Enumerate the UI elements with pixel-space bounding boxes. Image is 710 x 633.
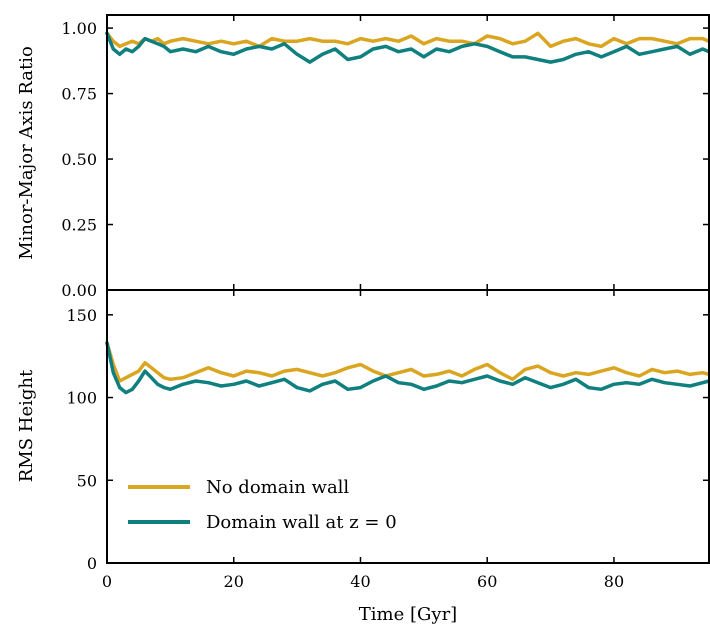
top-y-axis-title: Minor-Major Axis Ratio: [16, 46, 37, 260]
x-tick-label: 40: [350, 572, 370, 591]
y-tick-label: 0.50: [61, 150, 97, 169]
series-line-1-1: [105, 341, 710, 395]
x-axis-title: Time [Gyr]: [359, 604, 457, 625]
x-tick-label: 20: [224, 572, 244, 591]
y-tick-label: 1.00: [61, 19, 97, 38]
series-line-0-0: [105, 31, 710, 49]
series-line-0-1: [105, 31, 710, 64]
bottom-axis-ticks: 0 20 40 60 80 0 50 100 150: [66, 290, 709, 591]
top-plot-frame: [106, 14, 710, 291]
y-tick-label: 0.25: [61, 216, 97, 235]
top-axis-ticks: 0.00 0.25 0.50 0.75 1.00: [61, 15, 709, 300]
x-tick-label: 0: [102, 572, 112, 591]
legend-label-domain-wall: Domain wall at z = 0: [206, 512, 397, 533]
legend: No domain wall Domain wall at z = 0: [128, 477, 397, 533]
bottom-plot-frame: [106, 289, 710, 564]
y-tick-label: 100: [66, 389, 97, 408]
y-tick-label: 0.75: [61, 85, 97, 104]
bottom-series-group: [105, 341, 710, 395]
y-tick-label: 0: [87, 554, 97, 573]
x-tick-label: 80: [604, 572, 624, 591]
bottom-y-axis-title: RMS Height: [16, 369, 37, 482]
top-panel: 0.00 0.25 0.50 0.75 1.00 Minor-Major Axis Ra…: [16, 14, 710, 300]
top-series-group: [105, 31, 710, 64]
legend-label-no-domain-wall: No domain wall: [206, 477, 349, 498]
series-line-1-0: [105, 341, 710, 383]
y-tick-label: 0.00: [61, 281, 97, 300]
y-tick-label: 50: [77, 471, 97, 490]
y-tick-label: 150: [66, 306, 97, 325]
bottom-panel: 0 20 40 60 80 0 50 100 150 RMS Height Time [Gyr]…: [16, 289, 710, 625]
x-tick-label: 60: [477, 572, 497, 591]
